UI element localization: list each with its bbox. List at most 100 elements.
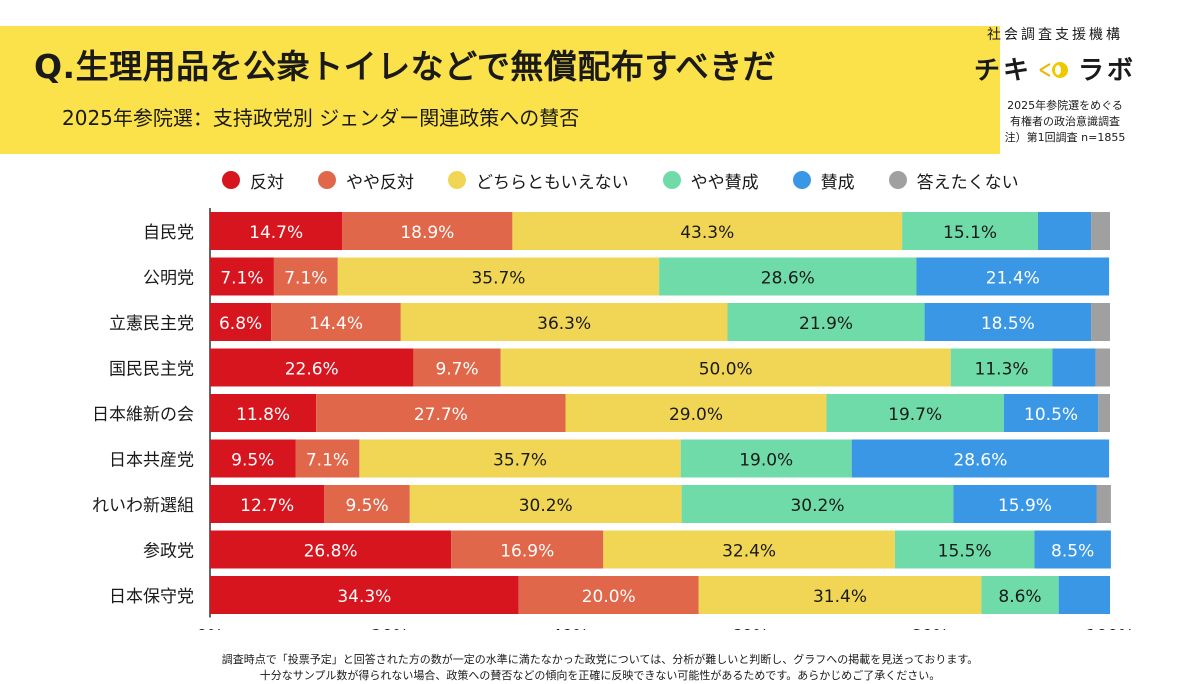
- data-label: 43.3%: [680, 223, 734, 243]
- x-tick-label: 80%: [911, 627, 949, 631]
- legend-label: 反対: [250, 172, 284, 193]
- data-label: 8.5%: [1051, 542, 1094, 562]
- bar-segment: [851, 439, 1110, 478]
- bar-segment: [210, 348, 414, 387]
- data-label: 11.3%: [975, 360, 1029, 380]
- data-label: 9.5%: [345, 496, 388, 516]
- chart-legend: 反対 やや反対 どちらともいえない やや賛成 賛成 答えたくない: [222, 166, 1053, 194]
- bar-segment: [953, 485, 1097, 523]
- x-tick-label: 100%: [1086, 627, 1135, 631]
- bar-segment: [271, 303, 401, 341]
- data-label: 11.8%: [236, 405, 290, 425]
- footnote-line2: 十分なサンプル数が得られない場合、政策への賛否などの傾向を正確に反映できない可能…: [259, 668, 941, 682]
- legend-item-4: 賛成: [792, 168, 855, 193]
- category-label: 日本共産党: [109, 451, 194, 471]
- legend-item-3: やや賛成: [662, 168, 759, 193]
- data-label: 31.4%: [813, 587, 867, 607]
- category-label: 日本保守党: [109, 587, 194, 607]
- data-label: 14.4%: [309, 314, 363, 334]
- bar-segment: [659, 257, 917, 296]
- data-label: 30.2%: [519, 496, 573, 516]
- data-label: 30.2%: [790, 496, 844, 516]
- x-tick-label: 0%: [197, 627, 224, 631]
- bar-segment: [1038, 212, 1092, 250]
- data-label: 21.9%: [799, 314, 853, 334]
- bar-segment: [950, 348, 1053, 387]
- bar-segment: [826, 394, 1004, 432]
- data-label: 26.8%: [304, 542, 358, 562]
- data-label: 29.0%: [669, 405, 723, 425]
- bar-segment: [359, 439, 681, 478]
- bar-segment: [916, 257, 1110, 296]
- bar-segment: [413, 348, 501, 387]
- survey-note-line2: 有権者の政治意識調査: [1010, 115, 1120, 128]
- bar-segment: [565, 394, 827, 432]
- category-label: 自民党: [143, 223, 194, 243]
- legend-item-2: どちらともいえない: [448, 168, 629, 193]
- bar-segment: [400, 303, 728, 341]
- data-label: 16.9%: [500, 542, 554, 562]
- title-banner: [0, 26, 1000, 154]
- bar-segment: [512, 212, 903, 250]
- org-logo-left: チキ: [973, 56, 1032, 86]
- org-name: 社会調査支援機構: [987, 27, 1123, 43]
- bar-segment: [337, 257, 660, 296]
- category-label: 参政党: [143, 542, 194, 562]
- data-label: 7.1%: [306, 451, 349, 471]
- data-label: 50.0%: [699, 360, 753, 380]
- legend-label: 賛成: [820, 172, 855, 193]
- org-block: 社会調査支援機構 チキ ラボ: [960, 24, 1150, 87]
- legend-label: 答えたくない: [916, 172, 1019, 193]
- bar-segment: [210, 212, 343, 250]
- data-label: 15.9%: [998, 496, 1052, 516]
- bar-segment: [295, 439, 360, 478]
- survey-note-line3: 注）第1回調査 n=1855: [1004, 131, 1126, 144]
- footnote: 調査時点で「投票予定」と回答された方の数が一定の水準に満たなかった政党については…: [0, 652, 1200, 684]
- category-label: 立憲民主党: [109, 313, 194, 334]
- bar-segment: [210, 576, 519, 614]
- page-subtitle: 2025年参院選：支持政党別 ジェンダー関連政策への賛否: [62, 106, 580, 130]
- org-logo: チキ ラボ: [960, 50, 1150, 87]
- bar-segment: [1096, 485, 1111, 523]
- survey-note-line1: 2025年参院選をめぐる: [1007, 99, 1123, 112]
- category-label: 国民民主党: [109, 360, 194, 380]
- category-label: 公明党: [143, 269, 194, 289]
- data-label: 19.0%: [739, 451, 793, 471]
- data-label: 6.8%: [219, 314, 262, 334]
- data-label: 9.5%: [231, 451, 274, 471]
- data-label: 34.3%: [337, 587, 391, 607]
- legend-item-5: 答えたくない: [888, 168, 1019, 193]
- x-tick-label: 40%: [551, 627, 589, 631]
- bar-segment: [924, 303, 1092, 341]
- bar-segment: [210, 257, 274, 296]
- data-label: 9.7%: [435, 360, 478, 380]
- bar-segment: [1095, 348, 1110, 387]
- bar-segment: [1098, 394, 1110, 432]
- bar-segment: [210, 485, 325, 523]
- bar-segment: [409, 485, 682, 523]
- data-label: 35.7%: [493, 451, 547, 471]
- data-label: 7.1%: [220, 269, 263, 289]
- x-tick-label: 20%: [371, 627, 409, 631]
- megaphone-icon: [1038, 57, 1072, 87]
- bar-segment: [680, 439, 852, 478]
- footnote-line1: 調査時点で「投票予定」と回答された方の数が一定の水準に満たなかった政党については…: [221, 652, 979, 666]
- bar-segment: [1052, 348, 1096, 387]
- bar-segment: [603, 530, 895, 569]
- data-label: 15.1%: [943, 223, 997, 243]
- legend-label: どちらともいえない: [476, 172, 629, 193]
- bar-segment: [981, 576, 1059, 614]
- survey-note: 2025年参院選をめぐる 有権者の政治意識調査 注）第1回調査 n=1855: [970, 98, 1160, 146]
- bar-segment: [210, 439, 296, 478]
- legend-label: やや賛成: [690, 172, 759, 193]
- bar-segment: [518, 576, 699, 614]
- data-label: 22.6%: [285, 360, 339, 380]
- legend-item-0: 反対: [222, 168, 284, 193]
- data-label: 15.5%: [938, 542, 992, 562]
- bar-segment: [1034, 530, 1111, 569]
- bar-segment: [727, 303, 925, 341]
- legend-swatch: [888, 171, 907, 189]
- data-label: 20.0%: [582, 587, 636, 607]
- bar-segment: [210, 303, 272, 341]
- legend-swatch: [448, 171, 466, 189]
